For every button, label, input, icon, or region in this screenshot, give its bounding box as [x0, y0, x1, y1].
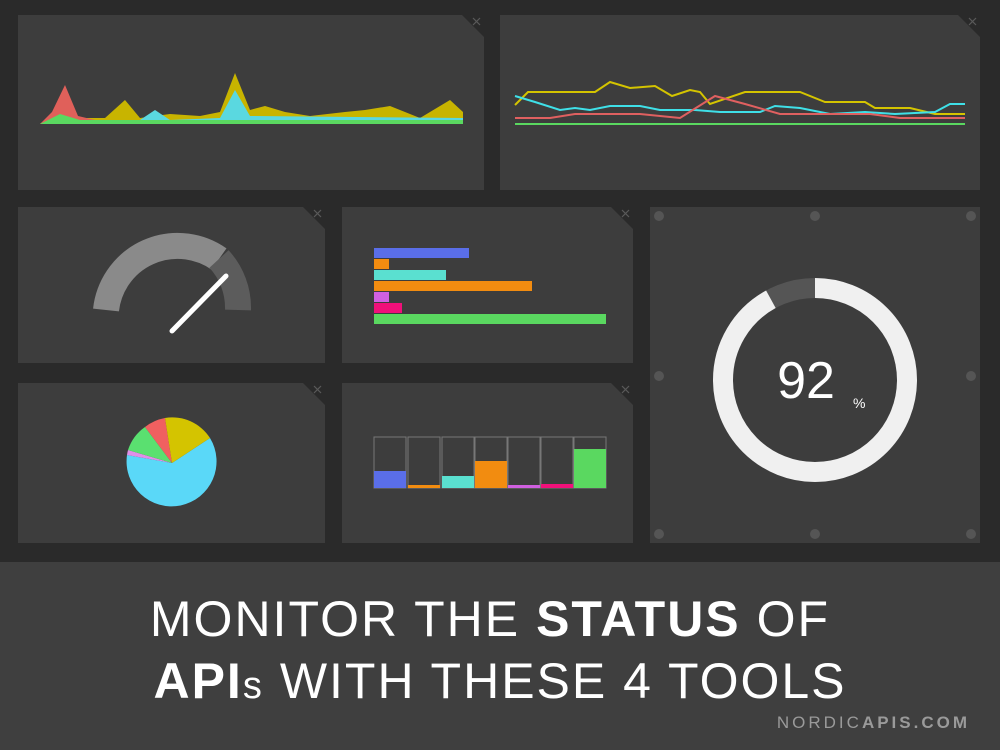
headline-bold: API: [153, 653, 242, 709]
pie-chart: [126, 417, 217, 507]
footer-band: [0, 562, 1000, 750]
headline-bold: STATUS: [536, 591, 741, 647]
ring-arc: [713, 278, 917, 482]
line-chart: [514, 80, 965, 125]
gauge: [93, 232, 251, 334]
headline-text: WITH THESE 4 TOOLS: [280, 653, 847, 709]
bar-chart: [374, 248, 606, 324]
column-chart: [373, 436, 607, 489]
site-bold: APIS.COM: [862, 713, 970, 732]
footer-site: NORDICAPIS.COM: [777, 713, 970, 732]
ring-unit: %: [853, 395, 865, 411]
headline-line2: APIs WITH THESE 4 TOOLS: [153, 653, 846, 709]
headline-line1: MONITOR THE STATUS OF: [150, 591, 830, 647]
headline-text: MONITOR THE: [150, 591, 520, 647]
headline-small: s: [243, 665, 264, 707]
ring-value: 92: [777, 352, 835, 410]
site-light: NORDIC: [777, 713, 862, 732]
area-chart: [40, 73, 463, 124]
headline-text: OF: [757, 591, 830, 647]
